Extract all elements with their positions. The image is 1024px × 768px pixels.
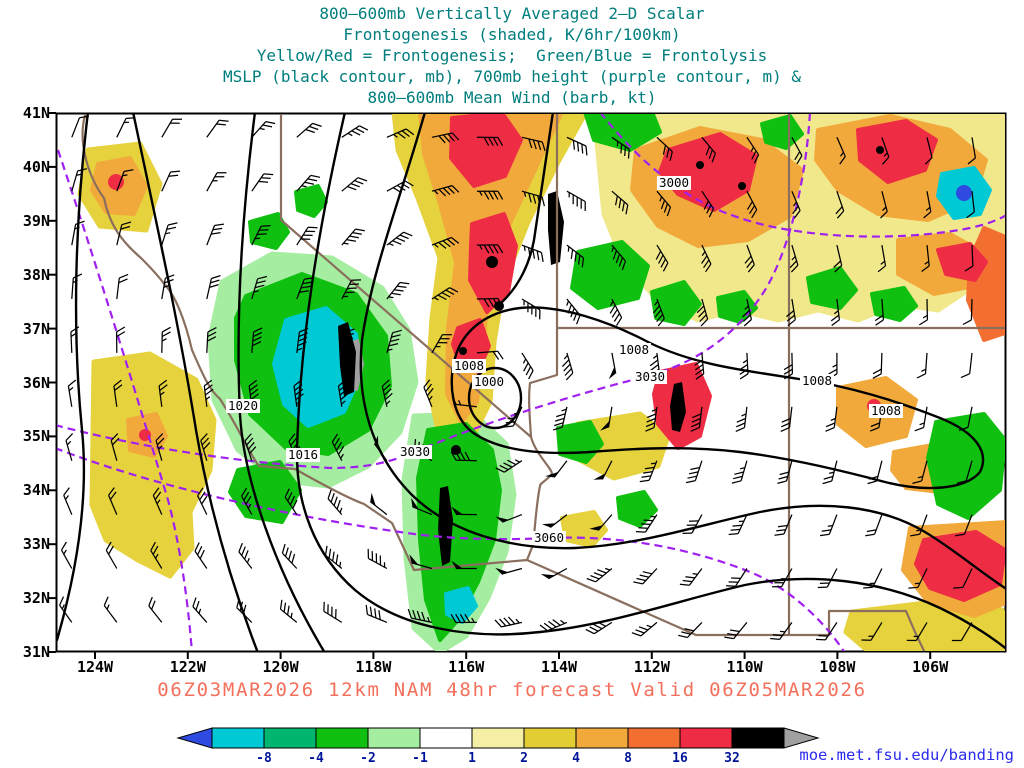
- lat-tick-label: 31N: [22, 643, 50, 661]
- state-borders: [81, 114, 1005, 651]
- height-contour-label: 3060: [531, 530, 567, 545]
- colorbar-tick-label: 4: [572, 751, 580, 766]
- forecast-caption: 06Z03MAR2026 12km NAM 48hr forecast Vali…: [157, 679, 867, 701]
- lon-tick-label: 110W: [726, 658, 763, 676]
- lat-tick-label: 40N: [22, 157, 50, 176]
- axis-ticks: [49, 112, 932, 659]
- figure-title: 800–600mb Vertically Averaged 2–D Scalar…: [0, 3, 1024, 108]
- title-line-4: MSLP (black contour, mb), 700mb height (…: [223, 67, 801, 86]
- colorbar-tick-label: 16: [672, 751, 688, 766]
- colorbar-tick-label: 8: [624, 751, 632, 766]
- mslp-contour-label: 1008: [868, 403, 904, 418]
- lon-tick-label: 112W: [633, 658, 670, 676]
- title-line-3: Yellow/Red = Frontogenesis; Green/Blue =…: [256, 46, 768, 65]
- colorbar-tick-label: 2: [520, 751, 528, 766]
- lat-tick-label: 34N: [22, 481, 50, 500]
- california-coastline: [81, 114, 416, 572]
- mslp-contour-label: 1000: [471, 374, 507, 389]
- lon-tick-label: 108W: [819, 658, 856, 676]
- colorbar: [176, 727, 820, 749]
- lon-tick-label: 122W: [169, 658, 206, 676]
- mslp-contour-label: 1016: [285, 447, 321, 462]
- frontogenesis-shading: [77, 114, 1005, 651]
- wind-barbs: [59, 115, 977, 642]
- mslp-contour-label: 1008: [799, 373, 835, 388]
- lat-tick-label: 33N: [22, 535, 50, 554]
- lon-tick-label: 106W: [912, 658, 949, 676]
- colorbar-tick-label: 1: [468, 751, 476, 766]
- lon-tick-label: 124W: [76, 658, 114, 676]
- lat-tick-label: 37N: [22, 319, 50, 338]
- lon-tick-label: 120W: [262, 658, 299, 676]
- height-contour-label: 3000: [656, 175, 692, 190]
- mslp-contour-label: 1020: [225, 398, 261, 413]
- height-contour-label: 3030: [397, 444, 433, 459]
- title-line-2: Frontogenesis (shaded, K/6hr/100km): [343, 25, 681, 44]
- lat-tick-label: 32N: [22, 589, 50, 608]
- height-contour-label: 3030: [632, 369, 668, 384]
- lat-tick-label: 39N: [22, 211, 50, 230]
- colorbar-tick-label: 32: [724, 751, 740, 766]
- lat-tick-label: 41N: [22, 104, 50, 122]
- lat-tick-label: 35N: [22, 427, 50, 446]
- mslp-contour-label: 1008: [451, 358, 487, 373]
- lon-tick-label: 114W: [540, 658, 578, 676]
- source-url: moe.met.fsu.edu/banding: [799, 746, 1014, 764]
- colorbar-tick-label: -1: [412, 751, 428, 766]
- lat-tick-label: 36N: [22, 373, 50, 392]
- title-line-5: 800–600mb Mean Wind (barb, kt): [367, 88, 657, 107]
- lon-tick-label: 118W: [355, 658, 392, 676]
- colorbar-tick-label: -2: [360, 751, 376, 766]
- title-line-1: 800–600mb Vertically Averaged 2–D Scalar: [319, 4, 705, 23]
- mslp-contour-label: 1008: [616, 342, 652, 357]
- colorbar-tick-label: -8: [256, 751, 272, 766]
- colorbar-tick-label: -4: [308, 751, 324, 766]
- lon-tick-label: 116W: [448, 658, 485, 676]
- lat-tick-label: 38N: [22, 265, 50, 284]
